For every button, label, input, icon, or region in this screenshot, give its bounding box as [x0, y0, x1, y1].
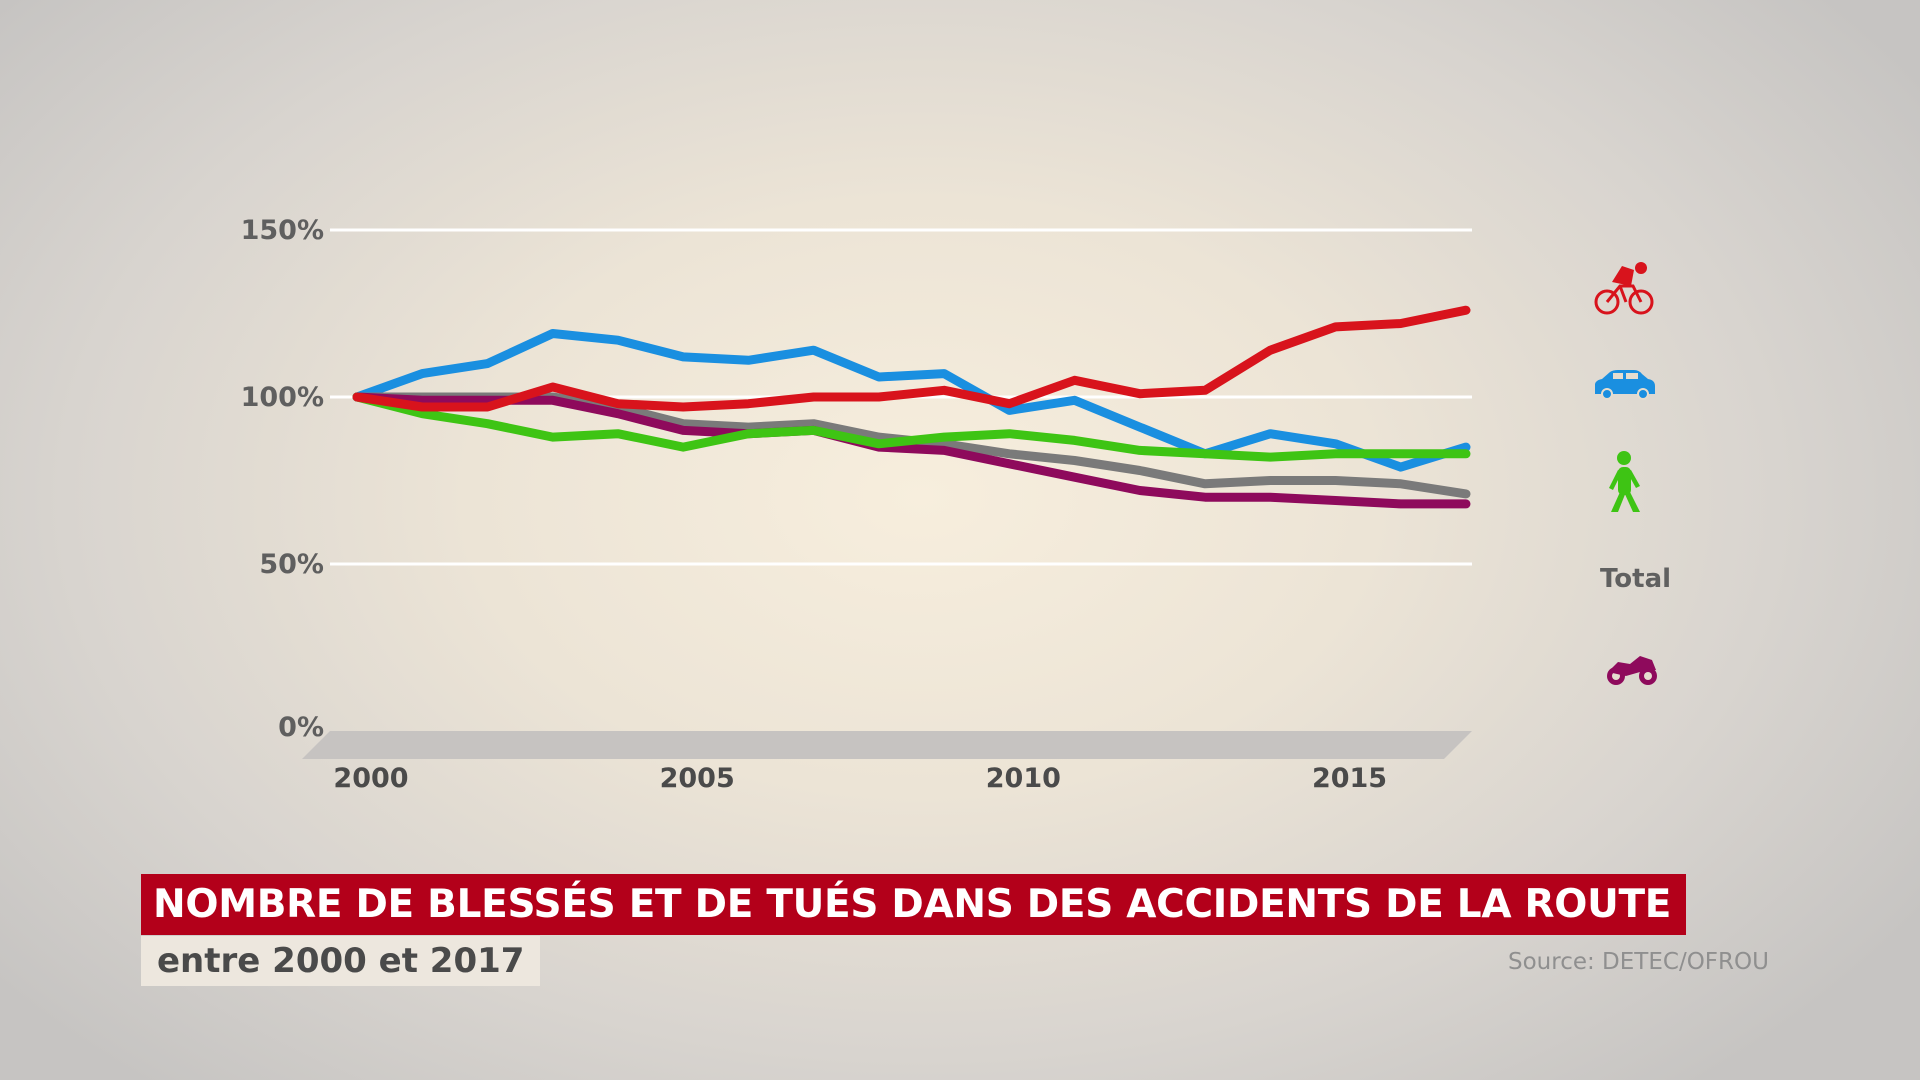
legend-item-bicycle	[1594, 262, 1654, 315]
bicycle-icon	[1594, 262, 1654, 315]
x-tick-label: 2010	[986, 763, 1061, 794]
y-tick-label: 0%	[278, 712, 324, 743]
pedestrian-icon	[1609, 451, 1640, 512]
series-line-motorcycle	[352, 392, 1471, 509]
x-axis-ticks: 2000 2005 2010 2015	[333, 763, 1387, 794]
y-tick-label: 150%	[241, 215, 324, 246]
legend-item-pedestrian	[1609, 451, 1640, 512]
x-tick-label: 2005	[660, 763, 735, 794]
series-line-bicycle	[352, 305, 1471, 412]
y-axis-ticks: 0% 50% 100% 150%	[241, 215, 324, 743]
motorcycle-icon	[1607, 656, 1657, 685]
series-lines	[352, 305, 1471, 509]
chart-subtitle: entre 2000 et 2017	[141, 936, 541, 986]
legend-item-car	[1595, 370, 1655, 400]
legend-label-total: Total	[1600, 564, 1671, 594]
legend: Total	[1594, 262, 1671, 685]
series-line-pedestrian	[352, 392, 1471, 462]
x-tick-label: 2000	[333, 763, 408, 794]
y-tick-label: 50%	[259, 549, 324, 580]
y-tick-label: 100%	[241, 382, 324, 413]
car-icon	[1595, 370, 1655, 394]
x-tick-label: 2015	[1312, 763, 1387, 794]
source-note: Source: DETEC/OFROU	[1508, 949, 1769, 975]
series-line-car	[352, 329, 1471, 472]
legend-item-motorcycle	[1607, 656, 1657, 685]
chart-floor	[302, 731, 1472, 759]
chart-title: NOMBRE DE BLESSÉS ET DE TUÉS DANS DES AC…	[141, 874, 1687, 935]
